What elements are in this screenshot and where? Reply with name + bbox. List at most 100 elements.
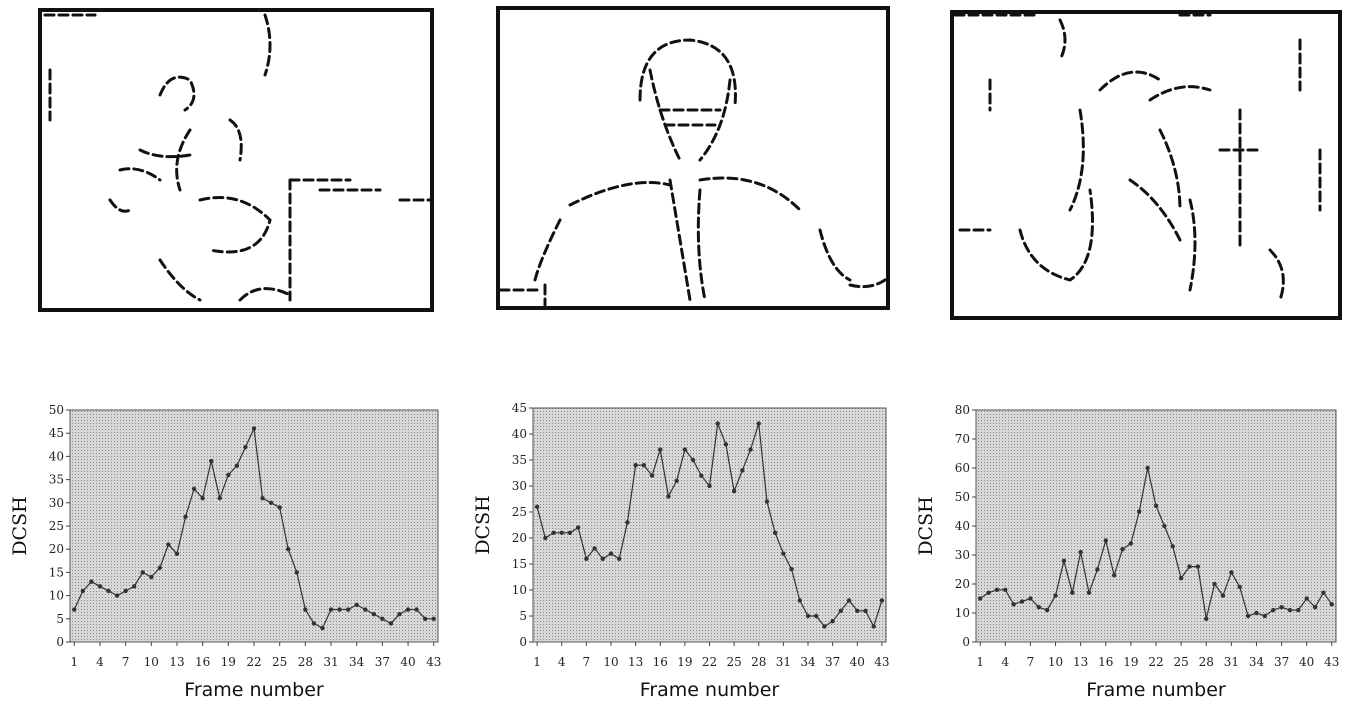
data-point xyxy=(140,570,145,575)
y-tick-label: 35 xyxy=(512,453,527,467)
data-point xyxy=(286,547,291,552)
data-point xyxy=(1053,593,1058,598)
x-tick-label: 4 xyxy=(96,655,104,669)
y-tick-label: 40 xyxy=(49,449,64,463)
data-point xyxy=(690,457,696,463)
data-point xyxy=(1271,607,1276,613)
y-tick-label: 20 xyxy=(955,577,970,591)
y-tick-label: 60 xyxy=(955,461,970,475)
data-point xyxy=(822,624,827,629)
x-tick-label: 40 xyxy=(1299,655,1314,669)
data-point xyxy=(567,530,573,535)
data-point xyxy=(97,584,103,589)
data-point xyxy=(243,444,248,450)
data-point xyxy=(1220,593,1226,598)
data-point xyxy=(294,570,299,575)
data-point xyxy=(682,447,688,452)
data-point xyxy=(789,567,794,572)
y-tick-label: 0 xyxy=(519,635,527,649)
data-point xyxy=(1120,547,1125,552)
x-tick-label: 43 xyxy=(426,655,441,669)
x-tick-label: 16 xyxy=(195,655,210,669)
data-point xyxy=(1178,576,1184,581)
x-tick-label: 10 xyxy=(144,655,159,669)
x-tick-label: 25 xyxy=(1173,655,1188,669)
data-point xyxy=(226,472,231,478)
data-point xyxy=(345,607,351,612)
data-point xyxy=(114,593,120,598)
y-tick-label: 35 xyxy=(49,473,64,487)
x-tick-label: 34 xyxy=(1249,655,1265,669)
x-tick-label: 37 xyxy=(825,655,840,669)
data-point xyxy=(797,598,803,603)
data-point xyxy=(1245,613,1251,619)
x-tick-label: 4 xyxy=(558,655,566,669)
data-point xyxy=(1011,602,1016,607)
data-point xyxy=(707,483,712,489)
x-tick-label: 19 xyxy=(1123,655,1138,669)
data-point xyxy=(1254,610,1259,616)
data-point xyxy=(1095,567,1100,572)
y-tick-label: 0 xyxy=(962,635,970,649)
data-point xyxy=(89,579,94,584)
x-tick-label: 1 xyxy=(976,655,984,669)
data-point xyxy=(863,608,868,613)
data-point xyxy=(1162,523,1167,529)
data-point xyxy=(1137,509,1142,514)
data-point xyxy=(772,530,778,535)
data-point xyxy=(328,607,334,612)
data-point xyxy=(715,421,720,426)
y-tick-label: 5 xyxy=(519,609,527,623)
x-tick-label: 4 xyxy=(1001,655,1009,669)
data-point xyxy=(1028,596,1033,601)
data-point xyxy=(1061,558,1067,563)
data-point xyxy=(277,505,282,510)
x-tick-label: 13 xyxy=(628,655,643,669)
data-point xyxy=(191,486,197,492)
x-tick-label: 1 xyxy=(533,655,541,669)
x-tick-label: 13 xyxy=(1073,655,1088,669)
x-tick-label: 10 xyxy=(603,655,618,669)
data-point xyxy=(1321,590,1326,595)
data-point xyxy=(397,611,402,617)
x-tick-label: 31 xyxy=(1224,655,1239,669)
data-point xyxy=(380,616,385,621)
data-point xyxy=(764,499,770,504)
x-axis-label: Frame number xyxy=(640,679,780,701)
x-tick-label: 25 xyxy=(726,655,741,669)
data-point xyxy=(1287,607,1293,613)
data-point xyxy=(414,607,419,612)
plot-area xyxy=(975,409,1337,643)
data-point xyxy=(1128,541,1134,546)
data-point xyxy=(781,551,786,556)
x-tick-label: 37 xyxy=(375,655,390,669)
y-axis-label: DCSH xyxy=(9,496,31,555)
y-tick-label: 25 xyxy=(512,505,527,519)
y-tick-label: 45 xyxy=(512,401,527,415)
data-point xyxy=(337,607,342,612)
data-point xyxy=(543,535,548,541)
data-point xyxy=(431,616,436,621)
edge-image xyxy=(38,8,434,312)
data-point xyxy=(251,426,257,431)
x-tick-label: 16 xyxy=(1098,655,1113,669)
y-tick-label: 45 xyxy=(49,426,64,440)
x-tick-label: 1 xyxy=(70,655,78,669)
data-point xyxy=(994,587,1000,592)
data-point xyxy=(354,602,359,608)
data-point xyxy=(731,489,737,494)
data-point xyxy=(131,584,137,589)
x-tick-label: 40 xyxy=(400,655,415,669)
data-point xyxy=(756,421,761,426)
x-tick-label: 7 xyxy=(583,655,591,669)
data-point xyxy=(846,598,852,603)
data-point xyxy=(183,514,188,519)
y-tick-label: 40 xyxy=(512,427,527,441)
data-point xyxy=(1195,564,1201,569)
data-point xyxy=(1036,605,1041,610)
x-tick-label: 31 xyxy=(323,655,338,669)
y-tick-label: 30 xyxy=(49,496,64,510)
data-point xyxy=(608,551,614,556)
y-tick-label: 30 xyxy=(512,479,527,493)
data-point xyxy=(855,608,860,613)
